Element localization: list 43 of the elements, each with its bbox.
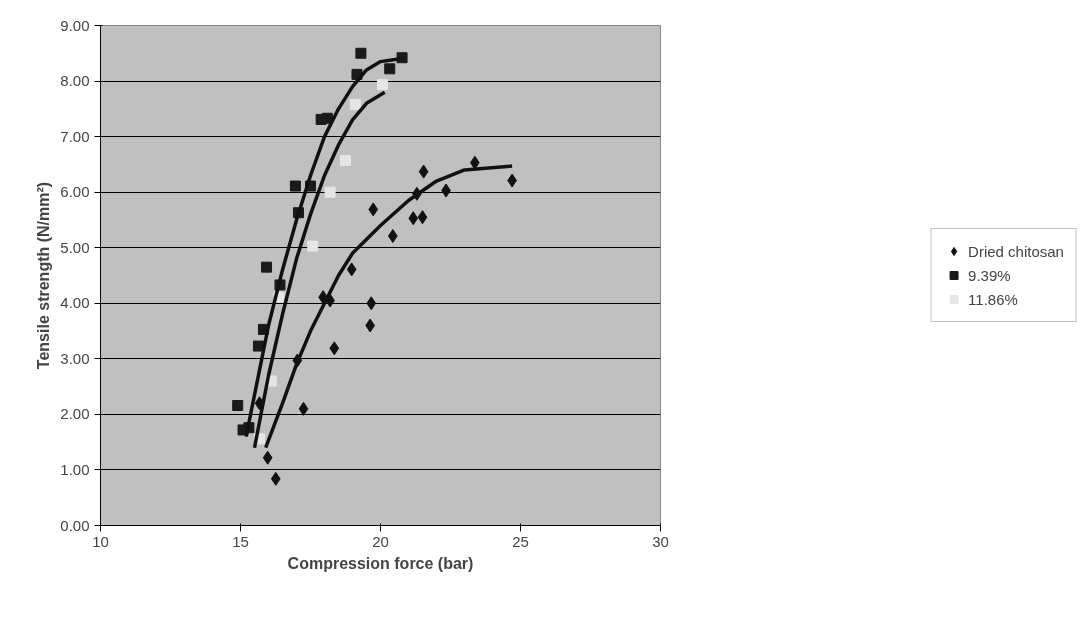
point [384, 63, 396, 75]
y-tick-label: 0.00 [60, 516, 90, 534]
point [396, 52, 408, 64]
point [418, 164, 429, 179]
point [298, 401, 309, 416]
point [346, 262, 357, 277]
point [252, 340, 264, 352]
point [262, 450, 273, 465]
x-tick-label: 15 [232, 532, 249, 550]
point [376, 78, 388, 90]
point [349, 98, 361, 110]
point [324, 186, 336, 198]
point [232, 400, 244, 411]
y-tick-label: 9.00 [60, 16, 90, 34]
y-tick-label: 8.00 [60, 72, 90, 90]
y-tick-label: 6.00 [60, 183, 90, 201]
x-tick-label: 30 [652, 532, 669, 550]
point [289, 180, 301, 192]
legend-label: 9.39% [968, 266, 1011, 284]
point [307, 240, 319, 252]
point [355, 47, 367, 59]
legend-label: 11.86% [968, 290, 1018, 308]
point [261, 261, 273, 273]
legend-label: Dried chitosan [968, 242, 1064, 260]
point [368, 202, 379, 217]
y-axis-title: Tensile strength (N/mm²) [35, 181, 53, 370]
point [417, 210, 428, 225]
y-tick-label: 5.00 [60, 238, 90, 256]
point [366, 296, 377, 311]
point [329, 341, 340, 356]
point [270, 471, 281, 486]
x-axis-title: Compression force (bar) [287, 554, 474, 572]
x-tick-label: 20 [372, 532, 389, 550]
x-tick-label: 25 [512, 532, 529, 550]
y-tick-label: 7.00 [60, 127, 90, 145]
point [340, 155, 351, 166]
y-tick-label: 2.00 [60, 405, 90, 423]
y-tick-label: 1.00 [60, 460, 90, 478]
y-tick-label: 3.00 [60, 349, 90, 367]
point [387, 229, 398, 244]
y-tick-label: 4.00 [60, 294, 90, 312]
point [408, 211, 419, 226]
x-tick-label: 10 [92, 532, 109, 550]
